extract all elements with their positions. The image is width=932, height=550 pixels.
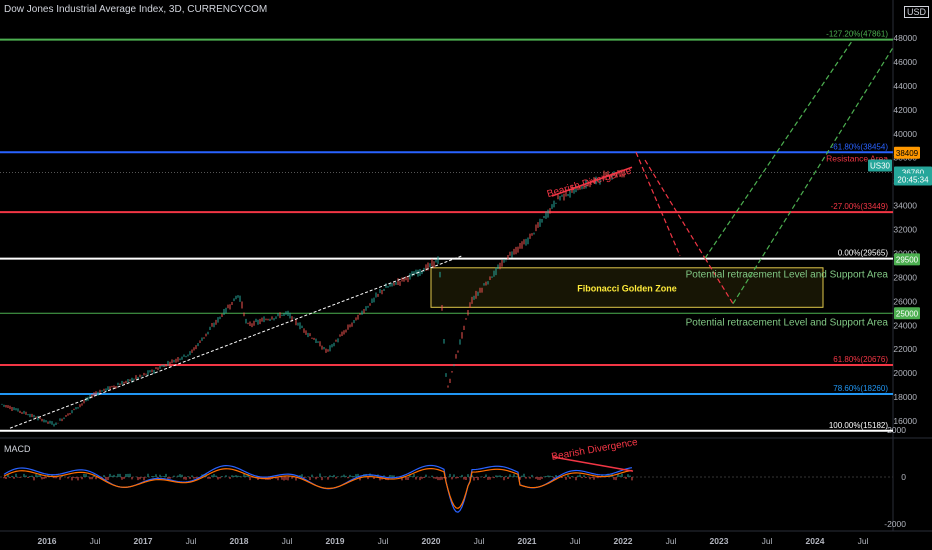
y-tick-label: 40000 <box>893 129 917 139</box>
support-upper-label: Potential retracement Level and Support … <box>686 269 889 280</box>
chart-title: Dow Jones Industrial Average Index, 3D, … <box>4 4 268 15</box>
fib-level-label: 61.80%(20676) <box>833 355 888 364</box>
currency-button[interactable]: USD <box>904 6 930 18</box>
decline-path-1 <box>635 152 681 257</box>
x-tick-label: Jul <box>570 536 581 546</box>
y-tick-label: 42000 <box>893 105 917 115</box>
y-tick-label: 16000 <box>893 416 917 426</box>
price-tag-label: 25000 <box>896 309 919 318</box>
macd-signal-line <box>3 468 633 509</box>
x-tick-label: 2019 <box>326 536 345 546</box>
fib-level-label: 0.00%(29565) <box>838 249 889 258</box>
x-tick-label: 2021 <box>518 536 537 546</box>
y-tick-label: 48000 <box>893 33 917 43</box>
decline-path-3 <box>704 257 734 305</box>
y-tick-label: 34000 <box>893 201 917 211</box>
price-tag-label: 36760 <box>902 169 925 178</box>
x-tick-label: 2020 <box>422 536 441 546</box>
price-tag-bg <box>894 173 932 186</box>
price-tag-bg <box>894 146 920 159</box>
fib-level-label: 78.60%(18260) <box>833 384 888 393</box>
x-tick-label: 2018 <box>230 536 249 546</box>
x-tick-label: 2022 <box>614 536 633 546</box>
support-lower-label: Potential retracement Level and Support … <box>686 317 889 328</box>
fib-level-label: -61.80%(38454) <box>831 142 889 151</box>
fib-level-label: 100.00%(15182) <box>829 421 888 430</box>
price-tag-label: 20:45:34 <box>897 176 929 185</box>
fib-level-label: -27.00%(33449) <box>831 202 889 211</box>
x-tick-label: 2016 <box>38 536 57 546</box>
y-tick-label: 26000 <box>893 296 917 306</box>
y-tick-label: 18000 <box>893 392 917 402</box>
golden-zone-label: Fibonacci Golden Zone <box>577 284 677 294</box>
x-tick-label: Jul <box>762 536 773 546</box>
price-tag-label: 38409 <box>896 149 919 158</box>
macd-y-tick-label: -2000 <box>884 519 906 529</box>
y-tick-label: 28000 <box>893 272 917 282</box>
bearish-divergence-line <box>551 166 633 197</box>
y-tick-label: 22000 <box>893 344 917 354</box>
y-tick-label: 20000 <box>893 368 917 378</box>
x-tick-label: Jul <box>474 536 485 546</box>
x-tick-label: Jul <box>186 536 197 546</box>
resistance-label: Resistance Area <box>826 153 888 163</box>
price-tag-bg <box>894 253 920 266</box>
price-tag-label: US30 <box>870 162 891 171</box>
price-tag-label: 29500 <box>896 255 919 264</box>
projection-path-2 <box>732 47 894 305</box>
macd-title: MACD <box>4 444 31 454</box>
y-tick-label: 32000 <box>893 225 917 235</box>
x-tick-label: Jul <box>90 536 101 546</box>
macd-y-tick-label: 0 <box>901 472 906 482</box>
x-tick-label: Jul <box>858 536 869 546</box>
decline-path-2 <box>644 159 706 259</box>
price-tag-bg <box>868 159 892 172</box>
x-tick-label: 2024 <box>806 536 825 546</box>
macd-divergence-line <box>552 456 634 472</box>
x-tick-label: 2017 <box>134 536 153 546</box>
projection-path-1 <box>704 39 854 259</box>
trend-line <box>9 255 463 429</box>
price-tag-bg <box>894 307 920 320</box>
y-tick-label: 46000 <box>893 57 917 67</box>
y-tick-label: 24000 <box>893 320 917 330</box>
y-tick-label: 44000 <box>893 81 917 91</box>
macd-y-tick-label: 2000 <box>887 425 906 435</box>
x-tick-label: Jul <box>378 536 389 546</box>
fib-level-label: -127.20%(47861) <box>826 30 888 39</box>
x-tick-label: 2023 <box>710 536 729 546</box>
x-tick-label: Jul <box>282 536 293 546</box>
x-tick-label: Jul <box>666 536 677 546</box>
